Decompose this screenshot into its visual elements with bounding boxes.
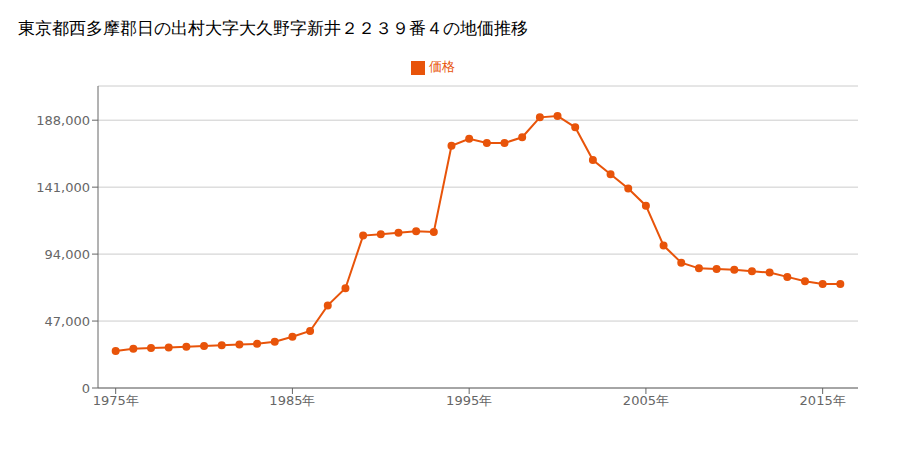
svg-text:1995年: 1995年	[446, 393, 492, 408]
svg-text:47,000: 47,000	[45, 314, 91, 329]
html-text:東京都西多摩郡日の出村大字大久野字新井２２３９番４の地価推移: 東京都西多摩郡日の出村大字大久野字新井２２３９番４の地価推移	[18, 18, 528, 38]
svg-text:141,000: 141,000	[36, 180, 90, 195]
svg-text:1975年: 1975年	[93, 393, 139, 408]
svg-text:2005年: 2005年	[623, 393, 669, 408]
html-text:価格: 価格	[429, 59, 455, 74]
svg-text:94,000: 94,000	[45, 247, 91, 262]
svg-text:1985年: 1985年	[269, 393, 315, 408]
svg-text:188,000: 188,000	[36, 113, 90, 128]
svg-text:2015年: 2015年	[800, 393, 846, 408]
svg-text:0: 0	[82, 381, 90, 396]
